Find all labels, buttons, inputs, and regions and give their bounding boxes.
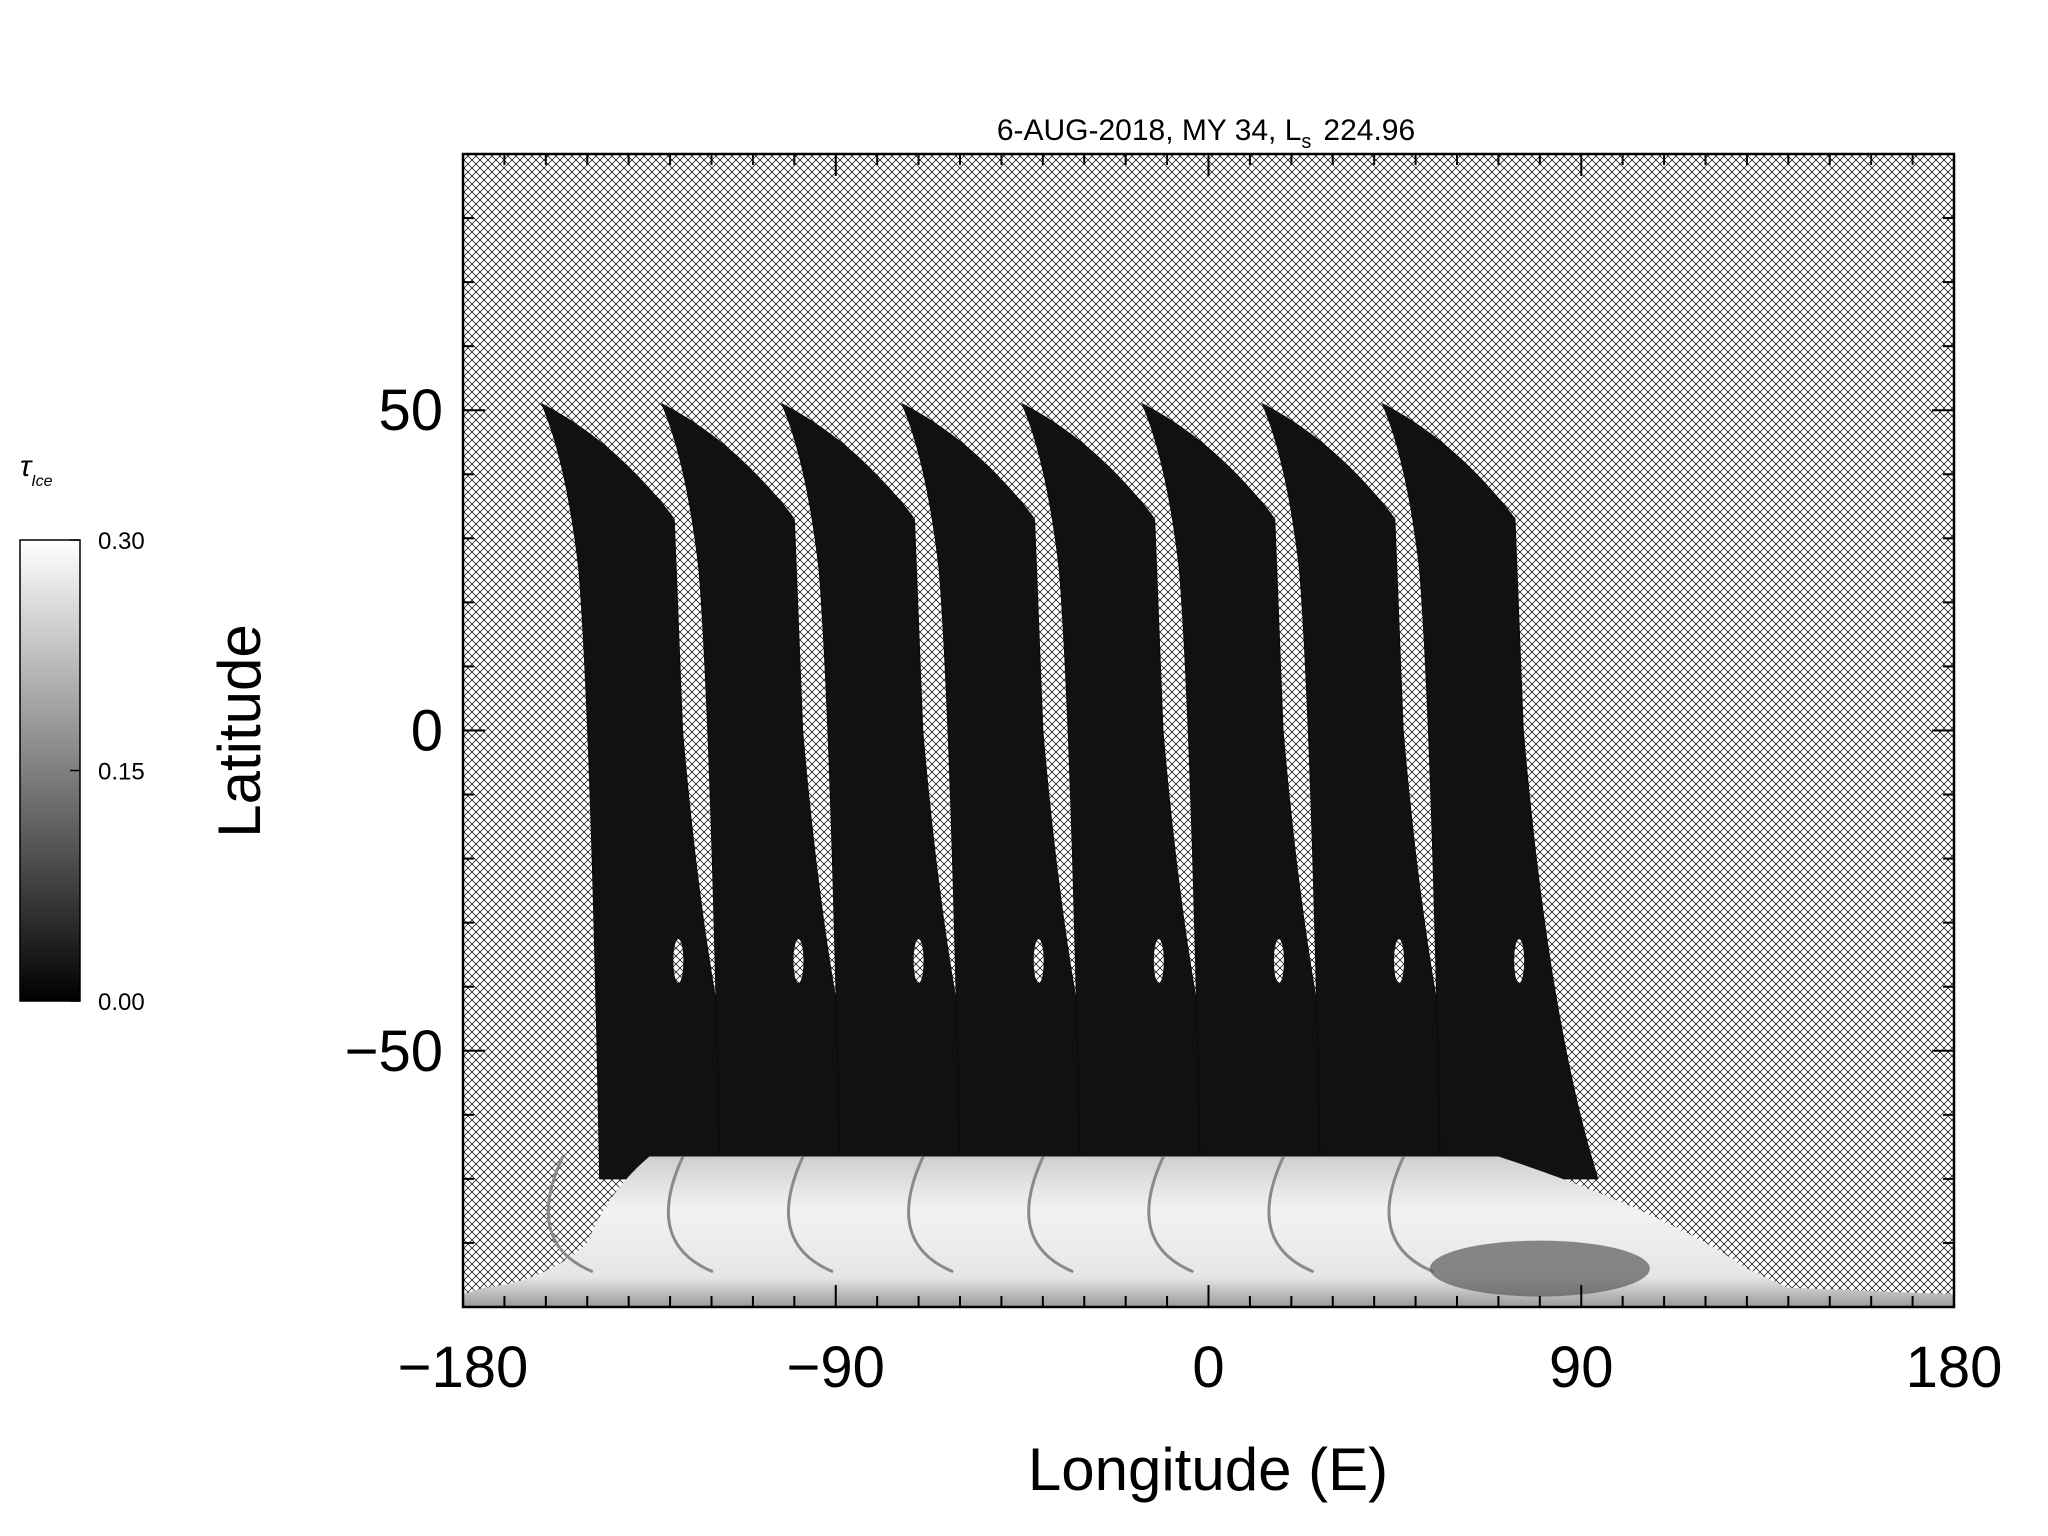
x-tick-label: 0 — [1192, 1335, 1224, 1400]
polar-arc-6 — [1147, 1155, 1194, 1274]
x-tick-label: 180 — [1906, 1335, 2003, 1400]
y-tick-label: 50 — [378, 378, 443, 443]
polar-arc-8 — [1387, 1155, 1435, 1274]
x-tick-label: −180 — [398, 1335, 529, 1400]
x-axis-label: Longitude (E) — [1028, 1436, 1388, 1503]
y-axis-label: Latitude — [206, 624, 273, 838]
colorbar-label: τIce — [20, 450, 53, 490]
plot-area — [463, 154, 1954, 1307]
swath-gap-5 — [1153, 939, 1164, 984]
polar-arc-7 — [1267, 1155, 1315, 1274]
swath-gap-8 — [1514, 939, 1525, 984]
polar-dark-feature — [1429, 1240, 1650, 1297]
swath-gap-1 — [673, 939, 684, 984]
y-axis-tick-labels: −50 0 50 — [345, 378, 443, 1084]
y-tick-label: −50 — [345, 1019, 443, 1084]
x-axis-tick-labels: −180 −90 0 90 180 — [398, 1335, 2003, 1400]
colorbar-label-symbol: τ — [20, 450, 33, 483]
x-tick-label: 90 — [1549, 1335, 1614, 1400]
title-value: 224.96 — [1323, 114, 1415, 147]
title-main: 6-AUG-2018, MY 34, L — [997, 114, 1302, 147]
colorbar-ticks: 0.00 0.15 0.30 — [70, 528, 145, 1016]
polar-arc-1 — [546, 1155, 594, 1274]
polar-arc-2 — [666, 1155, 714, 1274]
swath-gap-3 — [913, 939, 924, 984]
colorbar-tick-label: 0.00 — [98, 989, 145, 1016]
swath-gap-2 — [793, 939, 804, 984]
colorbar: τIce 0.00 0.15 0.30 — [19, 450, 145, 1016]
swath-gap-6 — [1273, 939, 1284, 984]
swath-1 — [540, 402, 758, 1180]
polar-arc-5 — [1027, 1155, 1074, 1274]
colorbar-label-subscript: Ice — [31, 473, 52, 490]
swath-gap-7 — [1394, 939, 1405, 984]
colorbar-tick-label: 0.30 — [98, 528, 145, 555]
colorbar-tick-label: 0.15 — [98, 759, 145, 786]
polar-arc-3 — [787, 1155, 834, 1274]
title-subscript: s — [1301, 131, 1311, 153]
polar-swath-arcs — [546, 1155, 1650, 1297]
polar-arc-4 — [907, 1155, 954, 1274]
x-tick-label: −90 — [787, 1335, 885, 1400]
chart-title: 6-AUG-2018, MY 34, Ls 224.96 — [997, 114, 1415, 153]
axis-ticks — [462, 153, 1955, 1308]
y-tick-label: 0 — [411, 699, 443, 764]
swath-gap-4 — [1033, 939, 1044, 984]
